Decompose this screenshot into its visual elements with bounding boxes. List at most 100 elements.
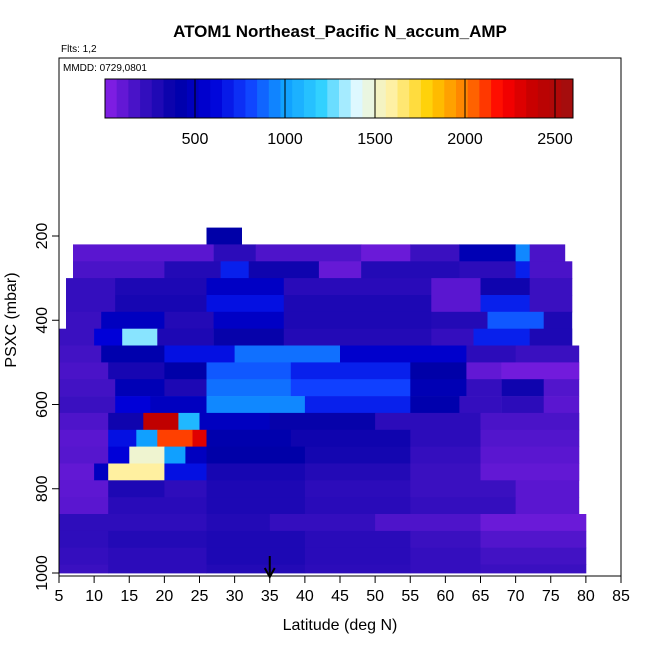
colorbar-swatch <box>151 79 164 118</box>
heatmap-cell <box>466 362 502 380</box>
colorbar-swatch <box>315 79 328 118</box>
x-axis-label: Latitude (deg N) <box>283 617 398 634</box>
heatmap-cells <box>59 227 587 574</box>
heatmap-cell <box>480 530 587 549</box>
date-note: MMDD: 0729,0801 <box>63 63 147 74</box>
heatmap-cell <box>361 261 460 279</box>
heatmap-cell <box>108 463 165 481</box>
heatmap-cell <box>480 547 587 565</box>
y-tick-label: 1000 <box>34 555 51 591</box>
x-tick-label: 50 <box>366 588 384 605</box>
heatmap-cell <box>59 412 109 431</box>
heatmap-cell <box>269 514 376 532</box>
heatmap-cell <box>115 278 207 296</box>
x-tick-label: 70 <box>507 588 525 605</box>
x-tick-label: 75 <box>542 588 560 605</box>
heatmap-cell <box>206 463 306 481</box>
heatmap-cell <box>206 564 306 574</box>
heatmap-cell <box>108 497 207 515</box>
heatmap-cell <box>480 463 580 481</box>
colorbar-swatch <box>549 79 562 118</box>
heatmap-cell <box>94 463 109 481</box>
chart-title: ATOM1 Northeast_Pacific N_accum_AMP <box>173 22 507 41</box>
heatmap-cell <box>164 345 236 363</box>
heatmap-cell <box>501 379 545 397</box>
heatmap-cell <box>431 278 481 296</box>
colorbar-swatch <box>374 79 387 118</box>
heatmap-cell <box>66 311 102 329</box>
colorbar-tick-label: 1000 <box>267 131 303 148</box>
heatmap-cell <box>73 244 214 262</box>
heatmap-cell <box>206 480 306 498</box>
marker-head <box>263 567 276 580</box>
heatmap-cell <box>94 328 123 346</box>
heatmap-cell <box>150 396 207 414</box>
heatmap-cell <box>143 412 179 431</box>
colorbar-swatch <box>116 79 129 118</box>
heatmap-cell <box>136 429 158 448</box>
heatmap-cell <box>164 480 207 498</box>
heatmap-cell <box>480 429 580 448</box>
heatmap-cell <box>529 278 573 296</box>
heatmap-cell <box>66 295 116 313</box>
heatmap-cell <box>108 530 207 549</box>
heatmap-cell <box>543 396 580 414</box>
x-axis: 5 10 15 20 25 30 35 40 45 50 55 60 65 70 75 80 85 <box>55 576 630 605</box>
x-tick-label: 40 <box>296 588 314 605</box>
heatmap-cell <box>59 547 109 565</box>
heatmap-cell <box>340 345 467 363</box>
heatmap-cell <box>304 564 411 574</box>
heatmap-cell <box>206 547 306 565</box>
heatmap-cell <box>59 497 109 515</box>
heatmap-cell <box>59 446 109 464</box>
heatmap-cell <box>304 463 411 481</box>
heatmap-cell <box>59 429 109 448</box>
heatmap-cell <box>410 379 467 397</box>
heatmap-cell <box>206 446 306 464</box>
heatmap-cell <box>304 480 411 498</box>
heatmap-cell <box>59 345 102 363</box>
colorbar-swatch <box>245 79 258 118</box>
heatmap-cell <box>283 311 432 329</box>
heatmap-cell <box>466 379 502 397</box>
heatmap-cell <box>213 244 257 262</box>
heatmap-cell <box>59 362 109 380</box>
x-tick-label: 60 <box>436 588 454 605</box>
colorbar-swatch <box>502 79 515 118</box>
heatmap-cell <box>206 396 306 414</box>
heatmap-cell <box>199 412 271 431</box>
heatmap-cell <box>213 311 285 329</box>
heatmap-cell <box>473 328 531 346</box>
colorbar-swatch <box>198 79 211 118</box>
heatmap-cell <box>529 328 573 346</box>
heatmap-cell <box>283 278 432 296</box>
heatmap-cell <box>59 480 109 498</box>
colorbar-swatch <box>514 79 527 118</box>
colorbar-swatch <box>467 79 480 118</box>
colorbar-swatch <box>526 79 539 118</box>
heatmap-cell <box>122 328 158 346</box>
heatmap-cell <box>59 463 95 481</box>
colorbar-swatch <box>327 79 340 118</box>
heatmap-cell <box>164 311 214 329</box>
heatmap-cell <box>178 412 200 431</box>
heatmap-cell <box>410 547 481 565</box>
colorbar-swatch <box>140 79 153 118</box>
colorbar-swatch <box>409 79 422 118</box>
heatmap-cell <box>304 396 411 414</box>
colorbar: 500 1000 1500 2000 2500 <box>104 78 574 148</box>
colorbar-frame <box>104 78 574 119</box>
colorbar-swatch <box>186 79 200 118</box>
heatmap-cell <box>543 311 573 329</box>
x-tick-label: 35 <box>261 588 279 605</box>
colorbar-swatch <box>257 79 270 118</box>
colorbar-swatch <box>432 79 445 118</box>
heatmap-cell <box>410 396 460 414</box>
heatmap-cell <box>206 429 292 448</box>
colorbar-swatch <box>491 79 504 118</box>
heatmap-cell <box>192 429 207 448</box>
heatmap-cell <box>375 412 481 431</box>
heatmap-cell <box>206 227 242 245</box>
heatmap-cell <box>375 514 481 532</box>
